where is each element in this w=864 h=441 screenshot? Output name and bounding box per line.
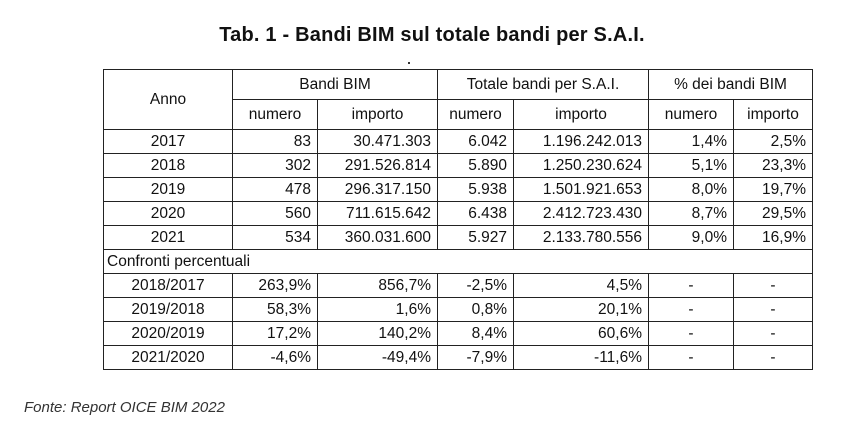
value-cell: 30.471.303 xyxy=(317,129,438,154)
value-cell: 263,9% xyxy=(232,273,318,298)
value-cell: -11,6% xyxy=(513,345,649,370)
year-cell: 2020 xyxy=(103,201,233,226)
value-cell: 2.412.723.430 xyxy=(513,201,649,226)
value-cell: 9,0% xyxy=(648,225,734,250)
header-anno: Anno xyxy=(103,69,233,130)
value-cell: 2,5% xyxy=(733,129,813,154)
value-cell: 5.938 xyxy=(437,177,514,202)
value-cell: 19,7% xyxy=(733,177,813,202)
period-cell: 2018/2017 xyxy=(103,273,233,298)
value-cell: - xyxy=(733,297,813,322)
value-cell: 711.615.642 xyxy=(317,201,438,226)
value-cell: 5.890 xyxy=(437,153,514,178)
value-cell: - xyxy=(648,297,734,322)
value-cell: 534 xyxy=(232,225,318,250)
value-cell: 83 xyxy=(232,129,318,154)
value-cell: 6.438 xyxy=(437,201,514,226)
value-cell: - xyxy=(648,345,734,370)
table-row: 2017 83 30.471.303 6.042 1.196.242.013 1… xyxy=(103,129,813,154)
value-cell: -49,4% xyxy=(317,345,438,370)
value-cell: - xyxy=(648,273,734,298)
section-label: Confronti percentuali xyxy=(103,249,813,274)
stray-dot xyxy=(408,62,410,64)
value-cell: 478 xyxy=(232,177,318,202)
data-table: Anno Bandi BIM Totale bandi per S.A.I. %… xyxy=(103,69,813,370)
value-cell: 23,3% xyxy=(733,153,813,178)
header-totale-bandi: Totale bandi per S.A.I. xyxy=(437,69,649,100)
table-row: 2020/2019 17,2% 140,2% 8,4% 60,6% - - xyxy=(103,321,813,346)
year-cell: 2019 xyxy=(103,177,233,202)
value-cell: 5,1% xyxy=(648,153,734,178)
period-cell: 2021/2020 xyxy=(103,345,233,370)
value-cell: 1.501.921.653 xyxy=(513,177,649,202)
value-cell: - xyxy=(733,321,813,346)
value-cell: 29,5% xyxy=(733,201,813,226)
header-row-groups: Anno Bandi BIM Totale bandi per S.A.I. %… xyxy=(103,69,813,130)
header-numero: numero xyxy=(648,99,734,130)
period-cell: 2019/2018 xyxy=(103,297,233,322)
value-cell: 20,1% xyxy=(513,297,649,322)
table-title: Tab. 1 - Bandi BIM sul totale bandi per … xyxy=(219,24,645,46)
year-cell: 2017 xyxy=(103,129,233,154)
table-row: 2020 560 711.615.642 6.438 2.412.723.430… xyxy=(103,201,813,226)
value-cell: 1,4% xyxy=(648,129,734,154)
value-cell: 5.927 xyxy=(437,225,514,250)
value-cell: 16,9% xyxy=(733,225,813,250)
header-importo: importo xyxy=(317,99,438,130)
value-cell: - xyxy=(733,345,813,370)
value-cell: 1,6% xyxy=(317,297,438,322)
value-cell: - xyxy=(648,321,734,346)
table-row: 2021 534 360.031.600 5.927 2.133.780.556… xyxy=(103,225,813,250)
table-row: 2019 478 296.317.150 5.938 1.501.921.653… xyxy=(103,177,813,202)
value-cell: -4,6% xyxy=(232,345,318,370)
value-cell: 8,4% xyxy=(437,321,514,346)
table-row: 2019/2018 58,3% 1,6% 0,8% 20,1% - - xyxy=(103,297,813,322)
header-pct-bandi-bim: % dei bandi BIM xyxy=(648,69,813,100)
header-numero: numero xyxy=(232,99,318,130)
section-row: Confronti percentuali xyxy=(103,249,813,274)
table-row: 2018 302 291.526.814 5.890 1.250.230.624… xyxy=(103,153,813,178)
value-cell: 58,3% xyxy=(232,297,318,322)
value-cell: 296.317.150 xyxy=(317,177,438,202)
value-cell: 1.196.242.013 xyxy=(513,129,649,154)
table-row: 2018/2017 263,9% 856,7% -2,5% 4,5% - - xyxy=(103,273,813,298)
value-cell: 560 xyxy=(232,201,318,226)
period-cell: 2020/2019 xyxy=(103,321,233,346)
header-importo: importo xyxy=(513,99,649,130)
value-cell: 6.042 xyxy=(437,129,514,154)
year-cell: 2018 xyxy=(103,153,233,178)
value-cell: 17,2% xyxy=(232,321,318,346)
value-cell: 8,0% xyxy=(648,177,734,202)
year-cell: 2021 xyxy=(103,225,233,250)
value-cell: 140,2% xyxy=(317,321,438,346)
value-cell: -2,5% xyxy=(437,273,514,298)
value-cell: 8,7% xyxy=(648,201,734,226)
value-cell: 60,6% xyxy=(513,321,649,346)
header-importo: importo xyxy=(733,99,813,130)
header-bandi-bim: Bandi BIM xyxy=(232,69,438,100)
value-cell: 2.133.780.556 xyxy=(513,225,649,250)
table-row: 2021/2020 -4,6% -49,4% -7,9% -11,6% - - xyxy=(103,345,813,370)
header-row-sub: numero importo numero importo numero imp… xyxy=(104,99,813,130)
value-cell: 291.526.814 xyxy=(317,153,438,178)
value-cell: 0,8% xyxy=(437,297,514,322)
value-cell: 1.250.230.624 xyxy=(513,153,649,178)
value-cell: 360.031.600 xyxy=(317,225,438,250)
value-cell: - xyxy=(733,273,813,298)
value-cell: -7,9% xyxy=(437,345,514,370)
value-cell: 302 xyxy=(232,153,318,178)
header-numero: numero xyxy=(437,99,514,130)
source-note: Fonte: Report OICE BIM 2022 xyxy=(24,399,225,416)
value-cell: 856,7% xyxy=(317,273,438,298)
value-cell: 4,5% xyxy=(513,273,649,298)
